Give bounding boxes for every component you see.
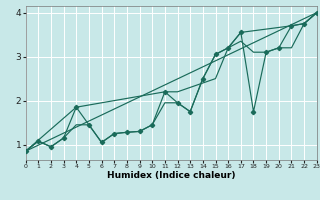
X-axis label: Humidex (Indice chaleur): Humidex (Indice chaleur) bbox=[107, 171, 236, 180]
